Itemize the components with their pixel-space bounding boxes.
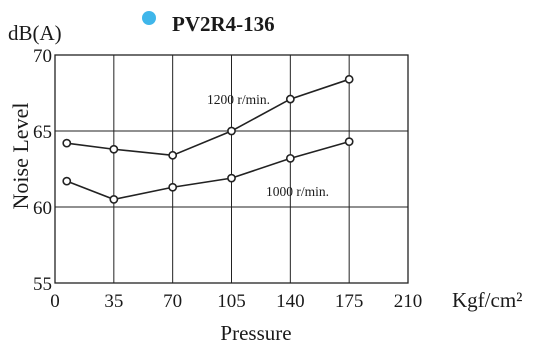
series-label-1: 1000 r/min. [266, 184, 329, 199]
data-point-s1-2 [168, 182, 178, 192]
y-unit-label: dB(A) [8, 21, 62, 45]
data-point-s1-5 [344, 137, 354, 147]
plot-grid [55, 55, 408, 283]
x-tick-label-140: 140 [276, 291, 305, 312]
y-tick-label-65: 65 [33, 122, 52, 143]
series-layer [62, 74, 354, 204]
x-tick-label-70: 70 [163, 291, 182, 312]
chart-title: PV2R4-136 [172, 12, 275, 36]
data-point-s0-0 [62, 138, 72, 148]
x-tick-label-35: 35 [104, 291, 123, 312]
title-bullet-marker [142, 11, 156, 25]
data-point-s0-5 [344, 74, 354, 84]
y-axis-title: Noise Level [8, 103, 33, 210]
x-tick-label-210: 210 [394, 291, 423, 312]
data-point-s0-3 [227, 126, 236, 136]
y-tick-label-55: 55 [33, 274, 52, 295]
x-axis-title: Pressure [220, 321, 291, 345]
x-tick-label-175: 175 [335, 291, 364, 312]
x-unit-label: Kgf/cm² [452, 288, 522, 312]
axis-tick-labels: 0 35 70 105 140 175 210 55 60 65 70 [33, 46, 422, 312]
data-point-s0-4 [285, 94, 295, 104]
data-point-s0-1 [109, 144, 119, 154]
series-line-1 [66, 140, 350, 201]
data-point-s1-1 [109, 194, 119, 204]
data-point-s1-4 [285, 153, 295, 163]
series-label-0: 1200 r/min. [207, 92, 270, 107]
y-tick-label-60: 60 [33, 198, 52, 219]
data-point-s1-0 [62, 176, 72, 186]
y-tick-label-70: 70 [33, 46, 52, 67]
plot-border [54, 54, 409, 284]
data-point-s0-2 [168, 150, 178, 160]
x-tick-label-0: 0 [50, 291, 60, 312]
data-point-s1-3 [227, 173, 236, 183]
series-line-0 [66, 78, 350, 157]
series-labels: 1200 r/min. 1000 r/min. [207, 92, 329, 199]
x-tick-label-105: 105 [217, 291, 246, 312]
plot-frame [54, 54, 409, 284]
